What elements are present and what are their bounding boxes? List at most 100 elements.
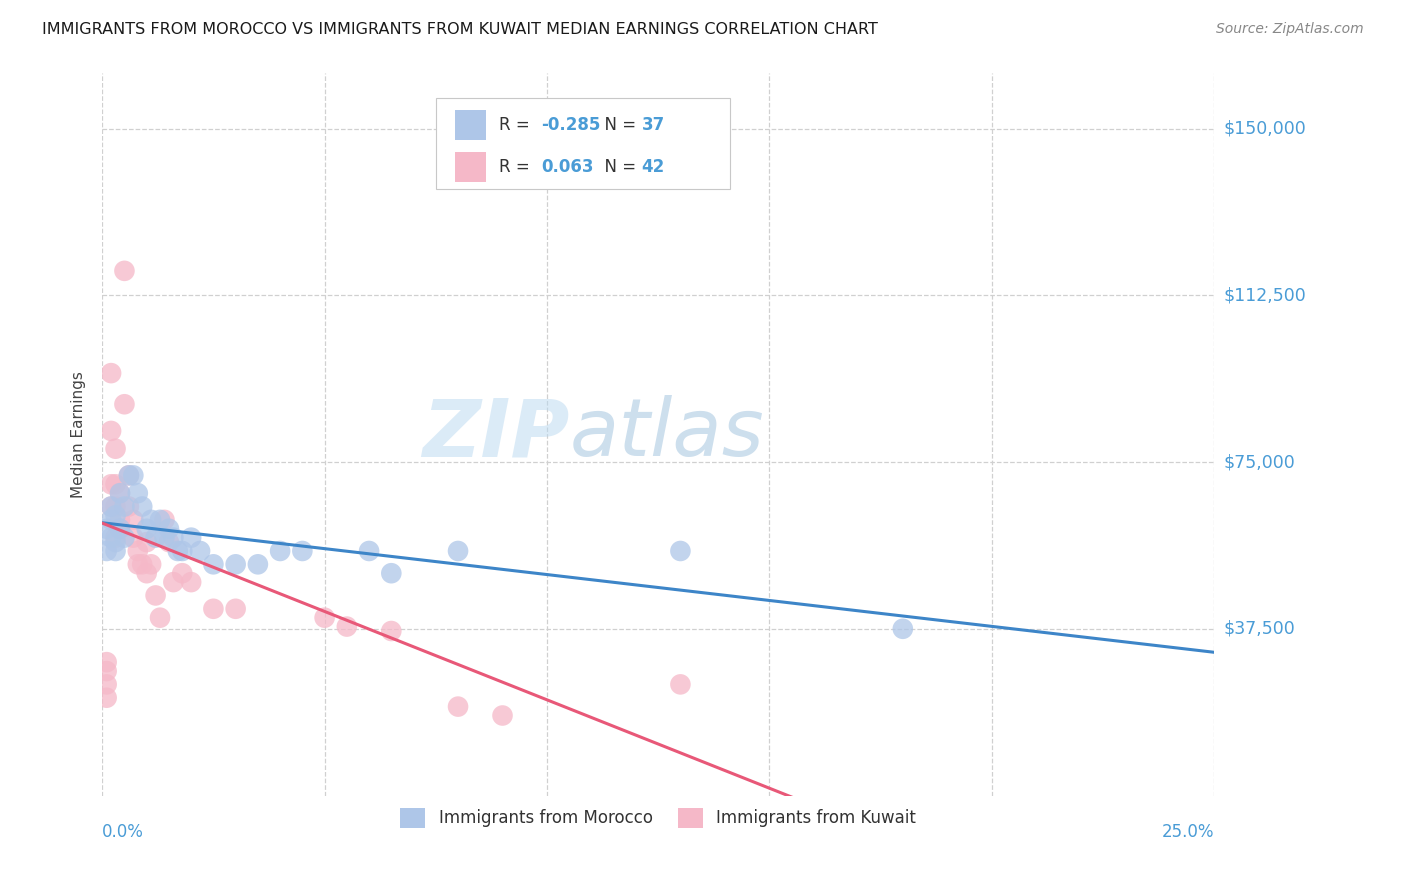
Point: [135, 535, 157, 549]
Text: $37,500: $37,500: [1223, 620, 1296, 638]
Point: [202, 558, 225, 572]
Point: [104, 544, 127, 558]
Point: [135, 566, 157, 581]
Text: N =: N =: [593, 116, 641, 134]
Point: [359, 544, 381, 558]
Text: 42: 42: [641, 158, 665, 176]
Point: [108, 486, 131, 500]
Point: [104, 531, 127, 545]
Point: [96, 522, 118, 536]
Point: [131, 500, 153, 514]
Point: [104, 500, 127, 514]
Text: $75,000: $75,000: [1223, 453, 1296, 471]
Point: [447, 699, 470, 714]
Point: [162, 531, 184, 545]
Point: [225, 558, 247, 572]
Point: [100, 424, 122, 438]
Point: [149, 513, 172, 527]
Point: [108, 513, 131, 527]
Point: [122, 513, 145, 527]
Point: [269, 544, 291, 558]
Point: [114, 264, 136, 278]
Text: 0.063: 0.063: [541, 158, 593, 176]
Point: [100, 477, 122, 491]
Point: [131, 558, 153, 572]
Point: [669, 677, 692, 691]
Point: [100, 500, 122, 514]
Text: R =: R =: [499, 158, 540, 176]
Text: 37: 37: [641, 116, 665, 134]
Point: [100, 500, 122, 514]
Point: [127, 558, 149, 572]
Point: [149, 610, 172, 624]
Point: [139, 558, 162, 572]
Point: [104, 442, 127, 456]
Point: [491, 708, 513, 723]
Point: [180, 531, 202, 545]
Point: [145, 531, 167, 545]
Point: [114, 531, 136, 545]
Point: [118, 468, 141, 483]
Text: $112,500: $112,500: [1223, 286, 1306, 304]
Point: [96, 677, 118, 691]
Point: [114, 500, 136, 514]
Point: [225, 601, 247, 615]
Point: [96, 690, 118, 705]
Point: [127, 544, 149, 558]
Point: [96, 544, 118, 558]
Point: [172, 544, 194, 558]
Text: IMMIGRANTS FROM MOROCCO VS IMMIGRANTS FROM KUWAIT MEDIAN EARNINGS CORRELATION CH: IMMIGRANTS FROM MOROCCO VS IMMIGRANTS FR…: [42, 22, 879, 37]
Point: [380, 566, 402, 581]
Point: [96, 664, 118, 678]
Point: [100, 531, 122, 545]
Text: 25.0%: 25.0%: [1161, 823, 1215, 841]
FancyBboxPatch shape: [436, 98, 731, 188]
Point: [104, 477, 127, 491]
Text: atlas: atlas: [569, 395, 763, 474]
Point: [100, 366, 122, 380]
Point: [180, 575, 202, 590]
Point: [336, 619, 359, 633]
Point: [118, 468, 141, 483]
Point: [122, 468, 145, 483]
Text: R =: R =: [499, 116, 536, 134]
Point: [108, 522, 131, 536]
Point: [108, 486, 131, 500]
Point: [380, 624, 402, 638]
Point: [202, 601, 225, 615]
Text: -0.285: -0.285: [541, 116, 600, 134]
Text: Source: ZipAtlas.com: Source: ZipAtlas.com: [1216, 22, 1364, 37]
Legend: Immigrants from Morocco, Immigrants from Kuwait: Immigrants from Morocco, Immigrants from…: [394, 802, 922, 834]
Point: [104, 535, 127, 549]
Point: [100, 513, 122, 527]
Point: [153, 531, 176, 545]
Point: [891, 622, 914, 636]
Point: [139, 513, 162, 527]
Point: [96, 655, 118, 669]
Point: [157, 535, 180, 549]
Point: [127, 486, 149, 500]
Point: [104, 508, 127, 523]
Point: [246, 558, 269, 572]
Point: [172, 566, 194, 581]
Point: [135, 522, 157, 536]
Point: [447, 544, 470, 558]
Point: [153, 513, 176, 527]
Point: [162, 575, 184, 590]
Point: [122, 531, 145, 545]
FancyBboxPatch shape: [454, 152, 486, 182]
Point: [114, 397, 136, 411]
Text: N =: N =: [593, 158, 641, 176]
FancyBboxPatch shape: [454, 110, 486, 140]
Point: [108, 522, 131, 536]
Y-axis label: Median Earnings: Median Earnings: [72, 371, 86, 498]
Text: $150,000: $150,000: [1223, 120, 1306, 137]
Point: [669, 544, 692, 558]
Point: [157, 522, 180, 536]
Point: [314, 610, 336, 624]
Point: [188, 544, 211, 558]
Point: [118, 500, 141, 514]
Point: [145, 589, 167, 603]
Text: 0.0%: 0.0%: [103, 823, 143, 841]
Point: [291, 544, 314, 558]
